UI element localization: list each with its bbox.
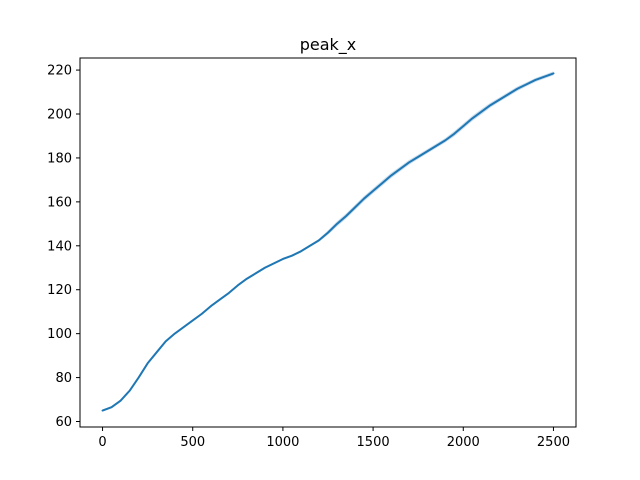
x-axis: 0 500 1000 1500 2000 2500 xyxy=(98,427,570,450)
x-tick-label: 0 xyxy=(98,435,106,450)
series-0-band xyxy=(102,71,554,412)
x-tick-label: 1000 xyxy=(266,435,299,450)
plot-area xyxy=(79,57,577,428)
y-tick-label: 160 xyxy=(47,195,72,210)
y-tick-label: 180 xyxy=(47,151,72,166)
y-tick-label: 220 xyxy=(47,64,72,79)
y-tick-label: 80 xyxy=(55,371,72,386)
x-tick-label: 500 xyxy=(180,435,205,450)
chart-title: peak_x xyxy=(300,35,357,55)
x-tick-label: 2000 xyxy=(447,435,480,450)
x-tick-label: 2500 xyxy=(537,435,570,450)
confidence-band-layer xyxy=(102,71,554,412)
series-0-line xyxy=(101,72,555,412)
y-tick-label: 60 xyxy=(55,415,72,430)
y-tick-label: 120 xyxy=(47,283,72,298)
y-tick-label: 200 xyxy=(47,108,72,123)
y-tick-label: 100 xyxy=(47,327,72,342)
y-axis: 60 80 100 120 140 160 180 200 220 xyxy=(47,64,80,430)
x-tick-label: 1500 xyxy=(357,435,390,450)
y-tick-label: 140 xyxy=(47,239,72,254)
axes-frame xyxy=(79,57,577,428)
series-line-layer xyxy=(101,72,555,412)
